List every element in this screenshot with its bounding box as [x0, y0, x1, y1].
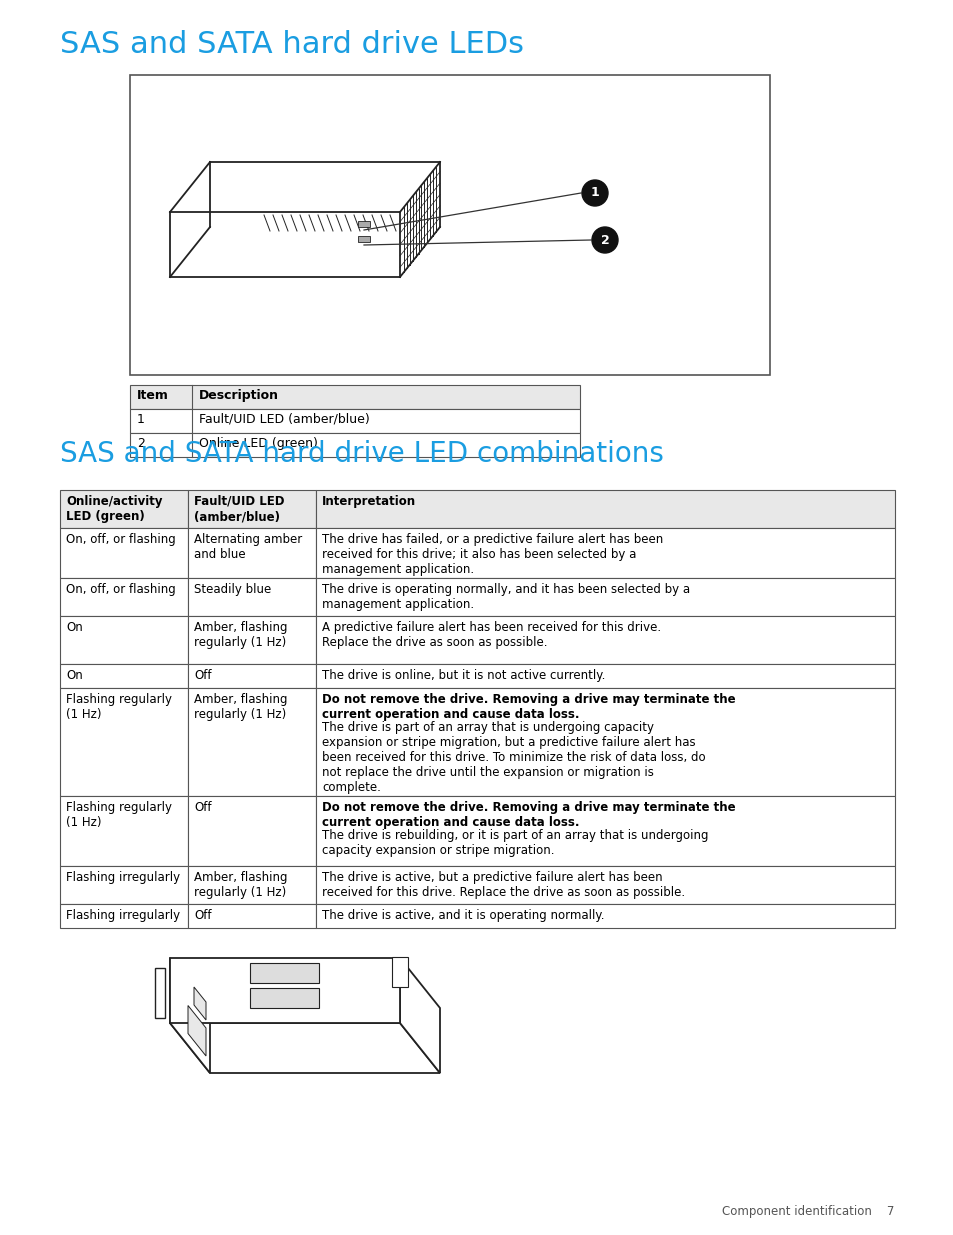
Text: Fault/UID LED (amber/blue): Fault/UID LED (amber/blue): [199, 412, 370, 426]
Bar: [315, 578, 894, 616]
Text: Amber, flashing
regularly (1 Hz): Amber, flashing regularly (1 Hz): [193, 871, 287, 899]
Bar: [315, 797, 894, 866]
Text: A predictive failure alert has been received for this drive.
Replace the drive a: A predictive failure alert has been rece…: [322, 621, 660, 650]
Bar: [188, 797, 315, 866]
Bar: [188, 904, 315, 927]
Text: The drive is rebuilding, or it is part of an array that is undergoing
capacity e: The drive is rebuilding, or it is part o…: [322, 829, 708, 857]
Text: The drive is operating normally, and it has been selected by a
management applic: The drive is operating normally, and it …: [322, 583, 689, 611]
Bar: [60, 688, 188, 797]
Bar: [357, 221, 370, 227]
Bar: [315, 616, 894, 664]
Bar: [315, 904, 894, 927]
Text: Interpretation: Interpretation: [322, 495, 416, 508]
Text: Do not remove the drive. Removing a drive may terminate the
current operation an: Do not remove the drive. Removing a driv…: [322, 693, 735, 721]
Bar: [60, 490, 188, 529]
Text: Fault/UID LED
(amber/blue): Fault/UID LED (amber/blue): [193, 495, 284, 522]
Bar: [315, 664, 894, 688]
Text: Amber, flashing
regularly (1 Hz): Amber, flashing regularly (1 Hz): [193, 693, 287, 721]
Text: The drive is active, and it is operating normally.: The drive is active, and it is operating…: [322, 909, 604, 923]
Bar: [130, 433, 579, 457]
Bar: [60, 797, 188, 866]
Text: The drive is part of an array that is undergoing capacity
expansion or stripe mi: The drive is part of an array that is un…: [322, 721, 705, 794]
Bar: [188, 490, 315, 529]
Text: The drive has failed, or a predictive failure alert has been
received for this d: The drive has failed, or a predictive fa…: [322, 534, 662, 576]
Bar: [315, 688, 894, 797]
Bar: [130, 385, 579, 409]
Text: On, off, or flashing: On, off, or flashing: [66, 583, 175, 597]
Text: Steadily blue: Steadily blue: [193, 583, 271, 597]
Text: On: On: [66, 621, 83, 634]
Text: Flashing irregularly: Flashing irregularly: [66, 909, 180, 923]
Bar: [60, 529, 188, 578]
Text: The drive is active, but a predictive failure alert has been
received for this d: The drive is active, but a predictive fa…: [322, 871, 684, 899]
Text: Description: Description: [199, 389, 278, 403]
Text: Flashing regularly
(1 Hz): Flashing regularly (1 Hz): [66, 802, 172, 829]
Polygon shape: [399, 958, 439, 1073]
Bar: [188, 664, 315, 688]
Bar: [188, 578, 315, 616]
Polygon shape: [251, 988, 319, 1008]
Bar: [130, 75, 769, 375]
Polygon shape: [188, 1005, 206, 1056]
Text: 1: 1: [590, 186, 598, 200]
Bar: [60, 866, 188, 904]
Text: Online/activity
LED (green): Online/activity LED (green): [66, 495, 162, 522]
Text: Flashing irregularly: Flashing irregularly: [66, 871, 180, 884]
Text: Off: Off: [193, 802, 212, 814]
Bar: [60, 904, 188, 927]
Text: Amber, flashing
regularly (1 Hz): Amber, flashing regularly (1 Hz): [193, 621, 287, 650]
Polygon shape: [251, 963, 319, 983]
Bar: [315, 866, 894, 904]
Text: 1: 1: [137, 412, 145, 426]
Polygon shape: [170, 958, 399, 1023]
Bar: [315, 490, 894, 529]
Text: 2: 2: [600, 233, 609, 247]
Bar: [188, 529, 315, 578]
Text: 2: 2: [137, 437, 145, 450]
Text: On: On: [66, 669, 83, 682]
Bar: [188, 866, 315, 904]
Text: Off: Off: [193, 669, 212, 682]
Text: Do not remove the drive. Removing a drive may terminate the
current operation an: Do not remove the drive. Removing a driv…: [322, 802, 735, 829]
Bar: [60, 664, 188, 688]
Text: SAS and SATA hard drive LED combinations: SAS and SATA hard drive LED combinations: [60, 440, 663, 468]
Text: Off: Off: [193, 909, 212, 923]
Bar: [315, 529, 894, 578]
Text: Item: Item: [137, 389, 169, 403]
Text: Online LED (green): Online LED (green): [199, 437, 317, 450]
Bar: [188, 616, 315, 664]
Bar: [60, 616, 188, 664]
Text: Flashing regularly
(1 Hz): Flashing regularly (1 Hz): [66, 693, 172, 721]
Bar: [357, 236, 370, 242]
Text: SAS and SATA hard drive LEDs: SAS and SATA hard drive LEDs: [60, 30, 523, 59]
Bar: [188, 688, 315, 797]
Circle shape: [592, 227, 618, 253]
Polygon shape: [170, 958, 210, 1073]
Bar: [60, 578, 188, 616]
Polygon shape: [170, 1023, 439, 1073]
Polygon shape: [154, 968, 165, 1018]
Text: On, off, or flashing: On, off, or flashing: [66, 534, 175, 546]
Polygon shape: [193, 987, 206, 1020]
Text: The drive is online, but it is not active currently.: The drive is online, but it is not activ…: [322, 669, 605, 682]
Text: Alternating amber
and blue: Alternating amber and blue: [193, 534, 302, 561]
Polygon shape: [392, 957, 408, 987]
Bar: [130, 409, 579, 433]
Circle shape: [581, 180, 607, 206]
Text: Component identification    7: Component identification 7: [720, 1205, 893, 1218]
